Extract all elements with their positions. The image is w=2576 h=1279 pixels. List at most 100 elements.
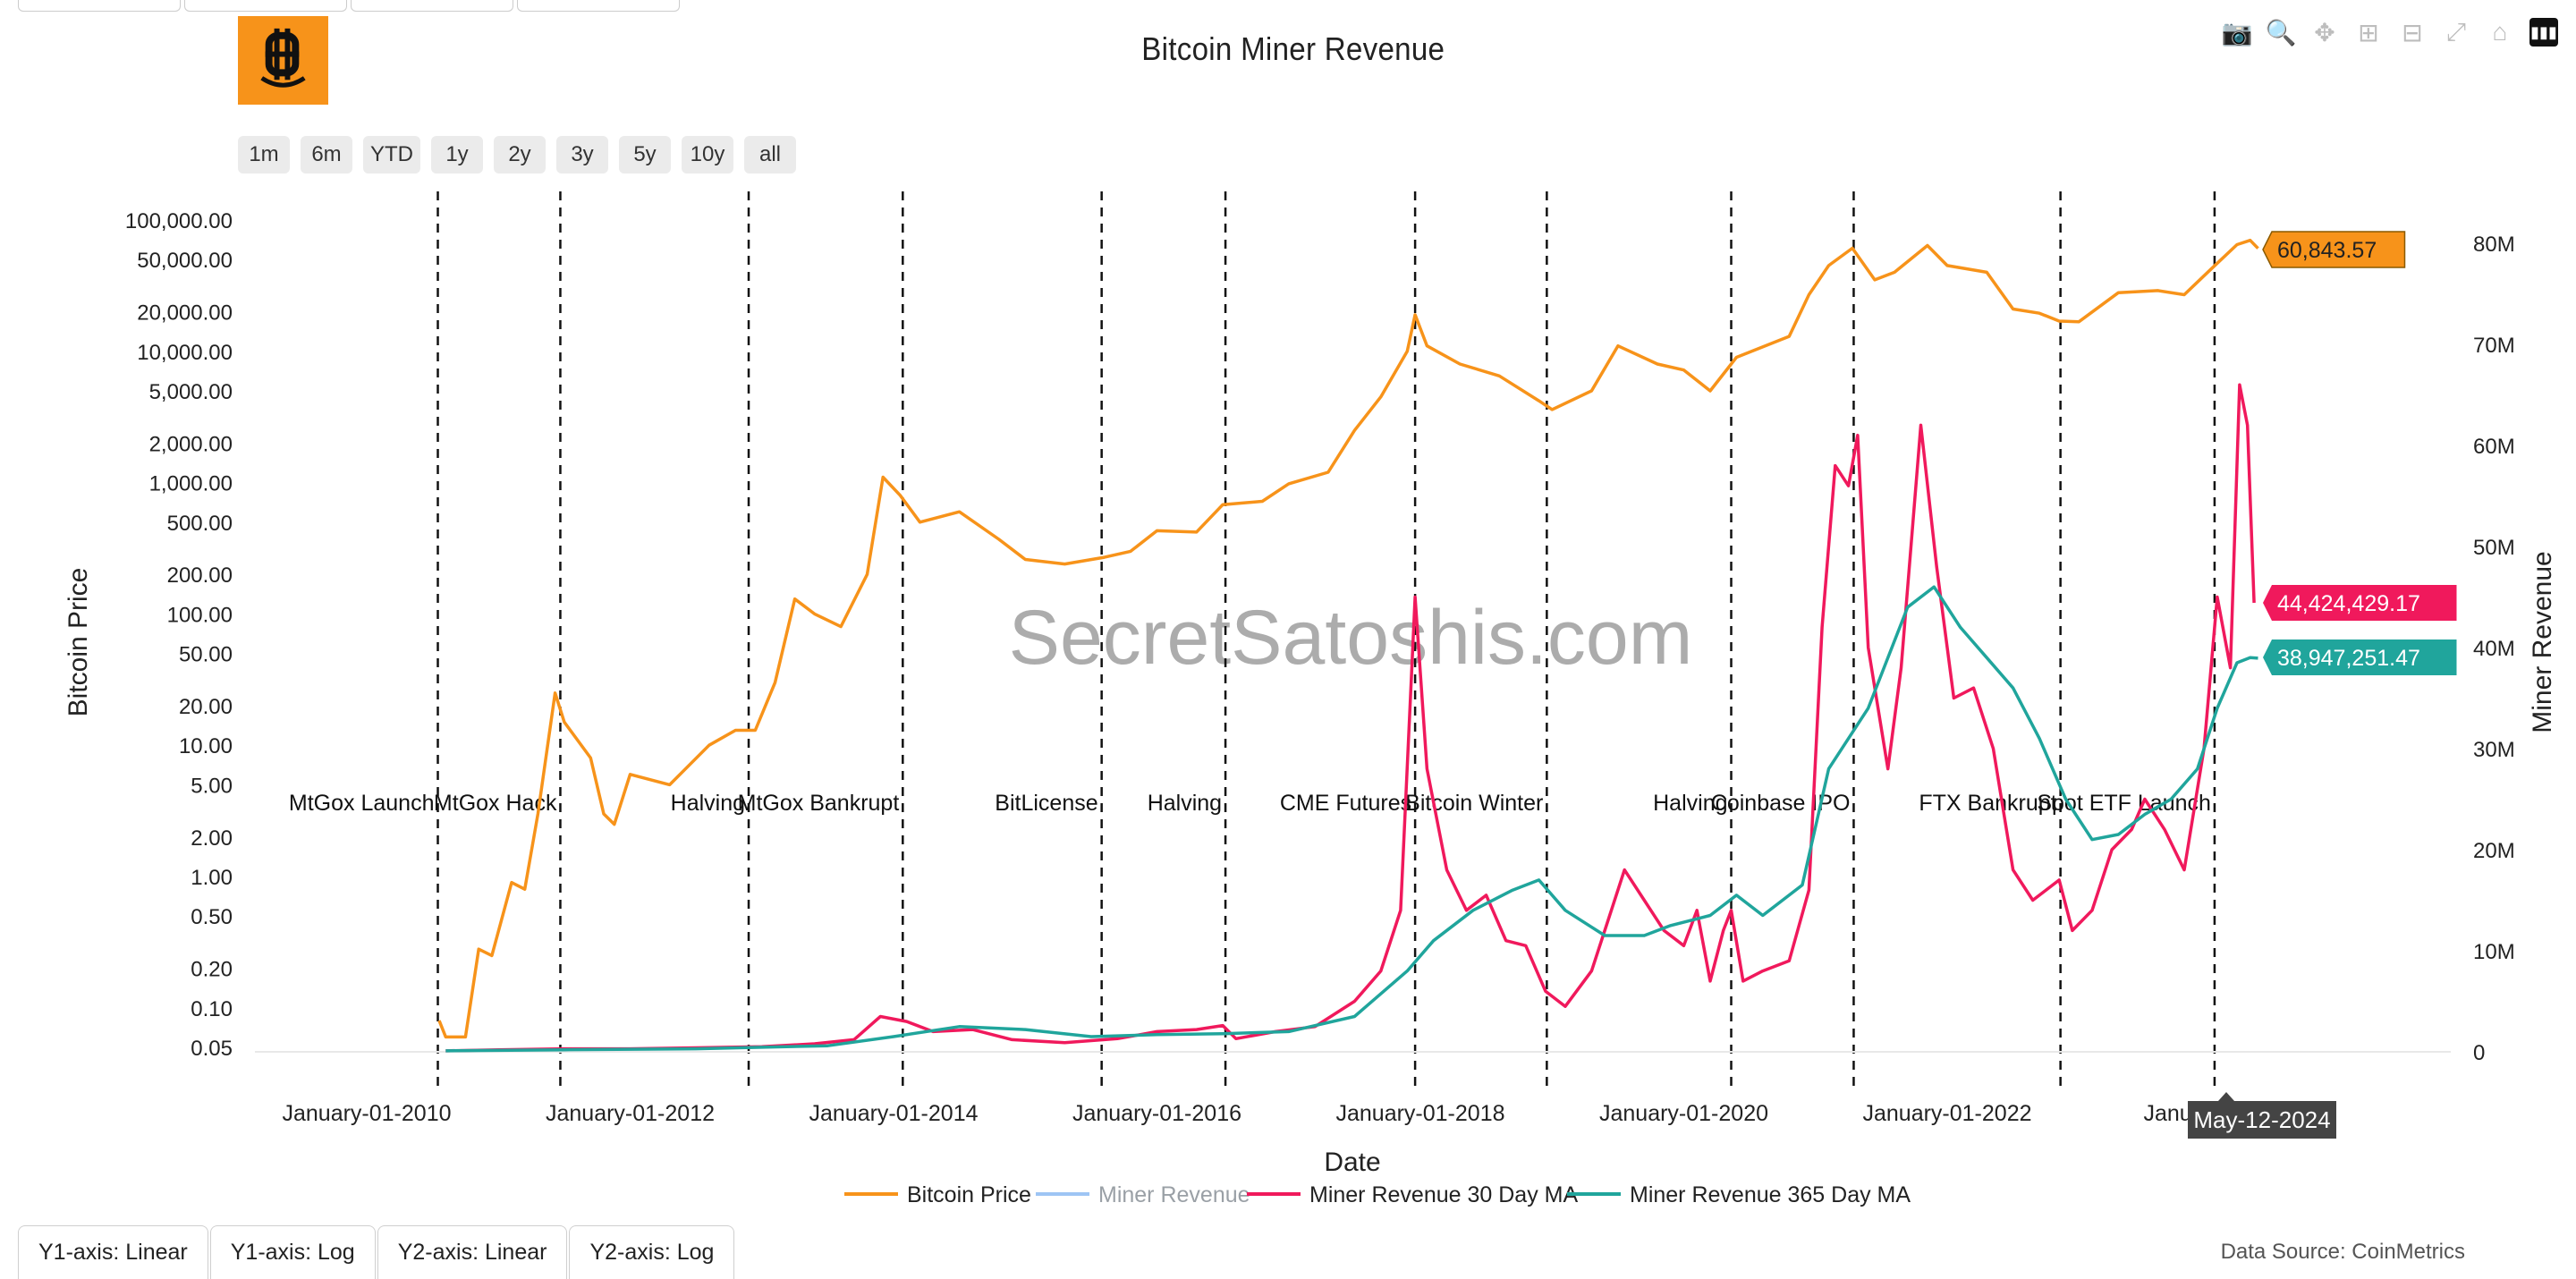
event-label: MtGox Hack — [434, 791, 557, 816]
y1-tick-label: 20,000.00 — [137, 301, 233, 326]
event-label: Bitcoin Winter — [1405, 791, 1543, 816]
y2-tick-label: 60M — [2473, 435, 2515, 459]
zoom-out-icon[interactable]: ⊟ — [2402, 18, 2423, 47]
event-label: CME Futures — [1280, 791, 1411, 816]
plotly-logo-icon[interactable]: ▮▮▮ — [2529, 18, 2558, 47]
miner-revenue-30d-ma-line — [445, 383, 2256, 1053]
y1-tick-label: 500.00 — [167, 512, 233, 536]
event-label: BitLicense — [995, 791, 1097, 816]
y2-tick-label: 50M — [2473, 536, 2515, 560]
hover-date-label: May-12-2024 — [2188, 1092, 2336, 1139]
y1-tick-label: 2,000.00 — [149, 432, 233, 456]
miner-revenue-365d-ma-line — [445, 585, 2258, 1053]
price-end-label-box — [2262, 231, 2406, 268]
ma365-end-label-box — [2263, 640, 2457, 675]
top-tab-stub[interactable] — [18, 0, 181, 12]
legend-label: Bitcoin Price — [907, 1182, 1031, 1207]
event-label: FTX Bankrupt — [1919, 791, 2056, 816]
range-3y-button[interactable]: 3y — [556, 136, 608, 174]
y1-tick-label: 2.00 — [191, 826, 233, 851]
y1-tick-label: 50,000.00 — [137, 249, 233, 273]
ma365-end-label: 38,947,251.47 — [2277, 646, 2420, 671]
data-source: Data Source: CoinMetrics — [2220, 1240, 2465, 1264]
end-value-labels: 60,843.57 44,424,429.17 38,947,251.47 — [2262, 231, 2457, 675]
y2-tick-label: 30M — [2473, 738, 2515, 762]
top-tab-stub[interactable] — [517, 0, 680, 12]
event-label: MtGox Launch — [289, 791, 435, 816]
event-lines — [436, 191, 2216, 1089]
x-tick-label: January-01-2010 — [282, 1101, 451, 1126]
x-tick-label: January-01-2022 — [1862, 1101, 2031, 1126]
event-label: Halving — [671, 791, 745, 816]
top-tab-stub[interactable] — [351, 0, 513, 12]
y2-log-tab[interactable]: Y2-axis: Log — [569, 1225, 735, 1279]
autoscale-icon[interactable]: ⤢ — [2445, 17, 2467, 46]
range-selector: 1m 6m YTD 1y 2y 3y 5y 10y all — [238, 136, 796, 174]
x-tick-label: January-01-2018 — [1335, 1101, 1504, 1126]
price-end-label: 60,843.57 — [2277, 238, 2377, 263]
series-lines — [437, 238, 2259, 1053]
x-axis-title: Date — [1324, 1148, 1380, 1177]
y1-linear-tab[interactable]: Y1-axis: Linear — [18, 1225, 208, 1279]
x-tick-label: January-01-2014 — [809, 1101, 978, 1126]
y1-tick-label: 1.00 — [191, 866, 233, 890]
y1-log-tab[interactable]: Y1-axis: Log — [209, 1225, 376, 1279]
event-label: Halving — [1653, 791, 1727, 816]
top-tab-stub[interactable] — [184, 0, 347, 12]
range-10y-button[interactable]: 10y — [682, 136, 733, 174]
range-1y-button[interactable]: 1y — [431, 136, 483, 174]
x-tick-label: January-01-2012 — [546, 1101, 715, 1126]
y2-tick-label: 10M — [2473, 940, 2515, 964]
pan-icon[interactable]: ✥ — [2314, 18, 2335, 47]
zoom-icon[interactable]: 🔍 — [2265, 18, 2297, 47]
x-axis: January-01-2010 January-01-2012 January-01… — [282, 1101, 2204, 1126]
event-label: Halving — [1148, 791, 1222, 816]
modebar: 📷 🔍 ✥ ⊞ ⊟ ⤢ ⌂ ▮▮▮ — [2221, 17, 2558, 47]
event-label: Spot ETF Launch — [2037, 791, 2211, 816]
y1-tick-label: 50.00 — [179, 643, 233, 667]
legend-label: Miner Revenue 30 Day MA — [1309, 1182, 1578, 1207]
range-2y-button[interactable]: 2y — [494, 136, 546, 174]
watermark: SecretSatoshis.com — [1009, 595, 1693, 681]
camera-icon[interactable]: 📷 — [2221, 18, 2253, 47]
range-ytd-button[interactable]: YTD — [363, 136, 420, 174]
legend-label: Miner Revenue 365 Day MA — [1630, 1182, 1911, 1207]
range-5y-button[interactable]: 5y — [619, 136, 671, 174]
legend: Bitcoin Price Miner Revenue Miner Revenue … — [844, 1182, 1911, 1207]
x-tick-label: January-01-2020 — [1599, 1101, 1768, 1126]
y2-tick-label: 40M — [2473, 637, 2515, 661]
chart-title: Bitcoin Miner Revenue — [1141, 30, 1445, 67]
range-all-button[interactable]: all — [744, 136, 796, 174]
y2-axis: 0 10M 20M 30M 40M 50M 60M 70M 80M — [2473, 233, 2515, 1065]
x-tick-label: January-01-2016 — [1072, 1101, 1241, 1126]
bitcoin-logo — [238, 16, 328, 105]
y1-tick-label: 20.00 — [179, 695, 233, 719]
y1-axis-title: Bitcoin Price — [64, 568, 93, 717]
y2-linear-tab[interactable]: Y2-axis: Linear — [377, 1225, 568, 1279]
axis-scale-tabs: Y1-axis: Linear Y1-axis: Log Y2-axis: Li… — [18, 1225, 735, 1279]
y1-tick-label: 0.20 — [191, 958, 233, 982]
y1-axis: 100,000.00 50,000.00 20,000.00 10,000.00 5,0… — [125, 209, 233, 1061]
bitcoin-price-line — [437, 238, 2259, 1039]
ma30-end-label-box — [2263, 585, 2457, 621]
range-6m-button[interactable]: 6m — [301, 136, 352, 174]
y1-tick-label: 1,000.00 — [149, 472, 233, 496]
y2-tick-label: 70M — [2473, 334, 2515, 358]
legend-label: Miner Revenue — [1098, 1182, 1250, 1207]
zoom-in-icon[interactable]: ⊞ — [2358, 18, 2379, 47]
y2-tick-label: 80M — [2473, 233, 2515, 257]
y1-tick-label: 100,000.00 — [125, 209, 233, 233]
y1-tick-label: 10.00 — [179, 734, 233, 758]
chart-canvas[interactable]: SecretSatoshis.com MtGox Launch MtGox Hac… — [0, 0, 2576, 1225]
y1-tick-label: 0.50 — [191, 905, 233, 929]
ma30-end-label: 44,424,429.17 — [2277, 591, 2420, 616]
y1-tick-label: 5.00 — [191, 774, 233, 798]
event-label: MtGox Bankrupt — [738, 791, 900, 816]
reset-icon[interactable]: ⌂ — [2492, 18, 2508, 46]
y1-tick-label: 5,000.00 — [149, 380, 233, 404]
y1-tick-label: 0.05 — [191, 1037, 233, 1061]
y1-tick-label: 100.00 — [167, 603, 233, 627]
range-1m-button[interactable]: 1m — [238, 136, 290, 174]
y1-tick-label: 0.10 — [191, 997, 233, 1021]
